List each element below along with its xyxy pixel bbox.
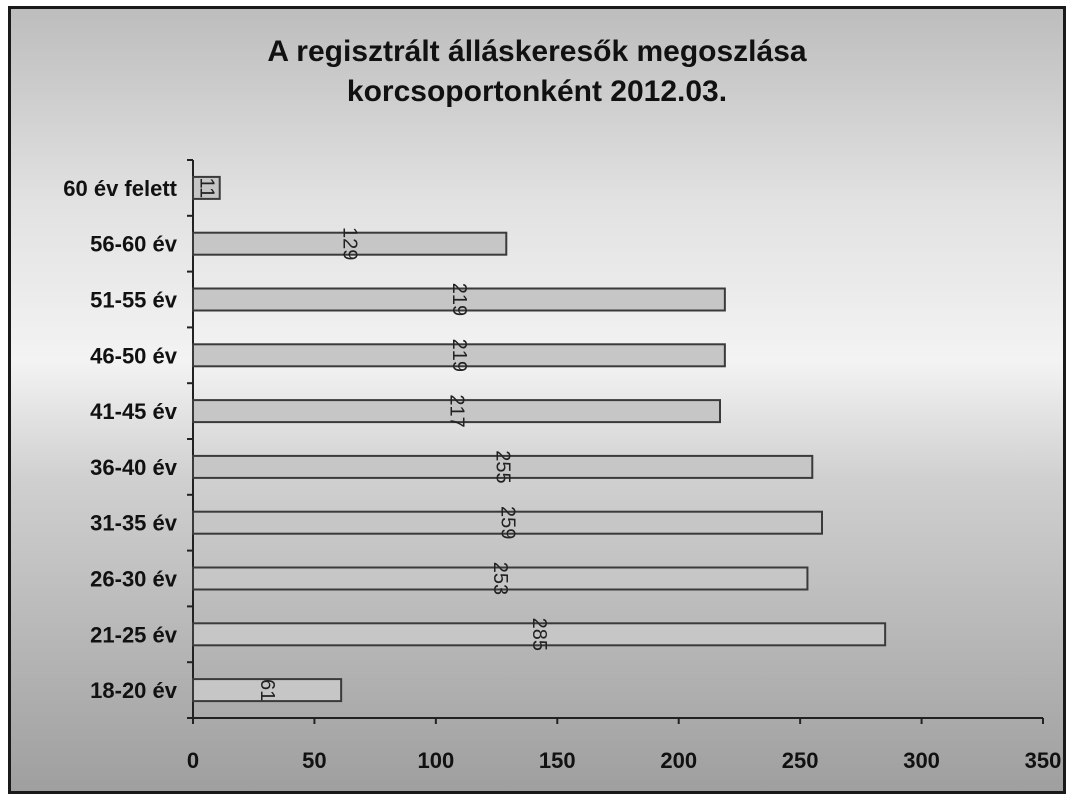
category-label: 26-30 év [90, 567, 178, 592]
category-label: 31-35 év [90, 511, 178, 536]
chart-title: A regisztrált álláskeresők megoszlása ko… [0, 32, 1074, 112]
bar [192, 399, 721, 424]
data-label: 217 [446, 394, 468, 427]
x-tick-label: 250 [782, 748, 819, 773]
data-label: 285 [528, 618, 550, 651]
data-label: 253 [489, 562, 511, 595]
data-label: 61 [256, 679, 278, 701]
data-label: 219 [448, 339, 470, 372]
x-tick-label: 50 [302, 748, 326, 773]
category-label: 41-45 év [90, 399, 178, 424]
bar [192, 175, 221, 200]
data-label: 129 [339, 227, 361, 260]
category-label: 60 év felett [63, 176, 177, 201]
chart-title-line-1: A regisztrált álláskeresők megoszlása [267, 35, 807, 68]
x-tick-label: 0 [187, 748, 199, 773]
bar [192, 231, 508, 256]
category-label: 51-55 év [90, 288, 178, 313]
category-label: 46-50 év [90, 343, 178, 368]
category-label: 56-60 év [90, 232, 178, 257]
x-tick-label: 200 [660, 748, 697, 773]
x-tick-label: 350 [1025, 748, 1062, 773]
data-label: 11 [195, 178, 217, 199]
category-label: 21-25 év [90, 622, 178, 647]
category-label: 36-40 év [90, 455, 178, 480]
data-label: 219 [448, 283, 470, 316]
chart-title-line-2: korcsoportonként 2012.03. [346, 75, 728, 108]
bar [192, 287, 726, 312]
x-tick-label: 100 [417, 748, 454, 773]
category-label: 18-20 év [90, 678, 178, 703]
x-tick-label: 150 [539, 748, 576, 773]
bar [192, 678, 343, 703]
bar [192, 566, 809, 591]
bar [192, 454, 814, 479]
bar [192, 343, 726, 368]
data-label: 255 [492, 450, 514, 483]
x-tick-label: 300 [903, 748, 940, 773]
bar [192, 622, 887, 647]
bar [192, 510, 823, 535]
data-label: 259 [497, 506, 519, 539]
